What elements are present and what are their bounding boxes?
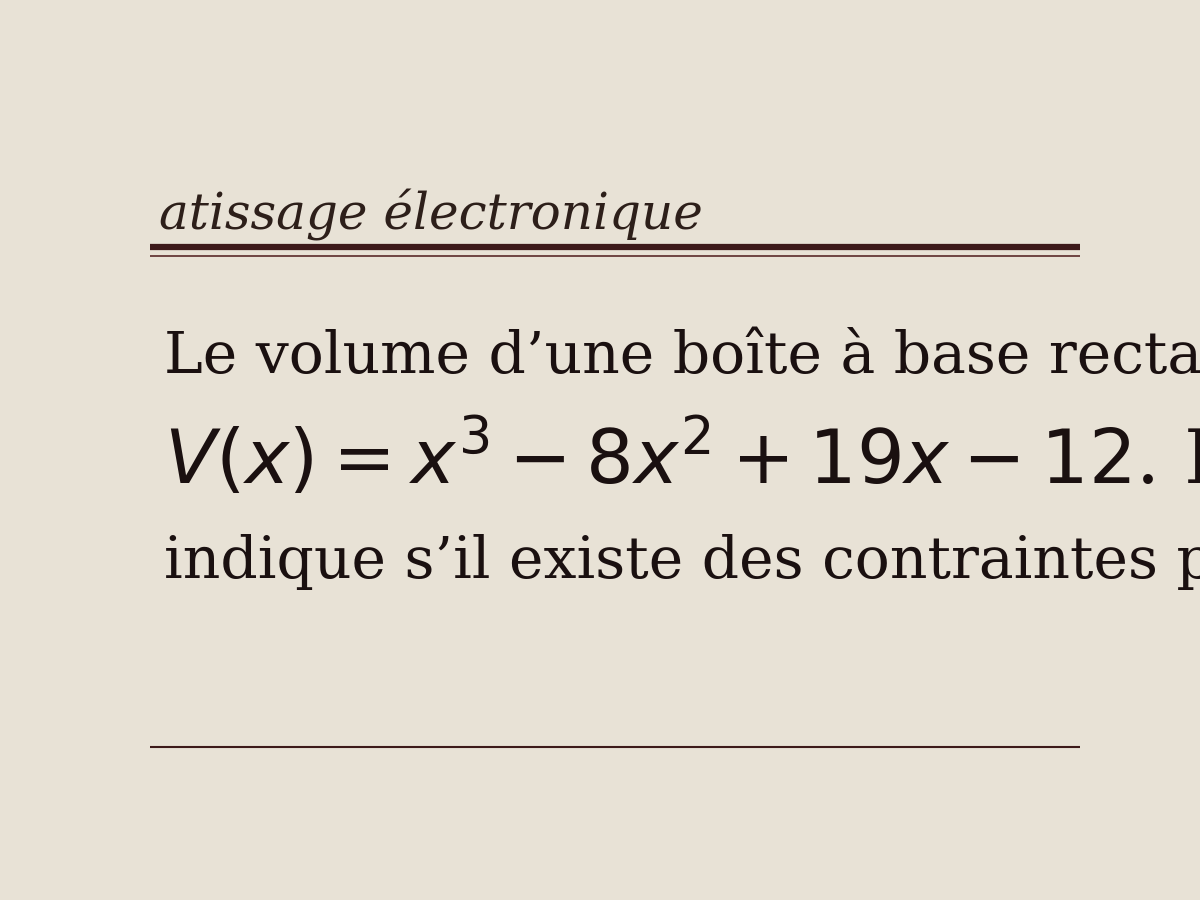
Text: atissage électronique: atissage électronique <box>160 189 703 241</box>
Text: Le volume d’une boîte à base rectan: Le volume d’une boîte à base rectan <box>164 329 1200 385</box>
Text: $V(x) = x^3 - 8x^2 + 19x - 12$. Dé: $V(x) = x^3 - 8x^2 + 19x - 12$. Dé <box>164 417 1200 500</box>
Text: indique s’il existe des contraintes po: indique s’il existe des contraintes po <box>164 534 1200 590</box>
